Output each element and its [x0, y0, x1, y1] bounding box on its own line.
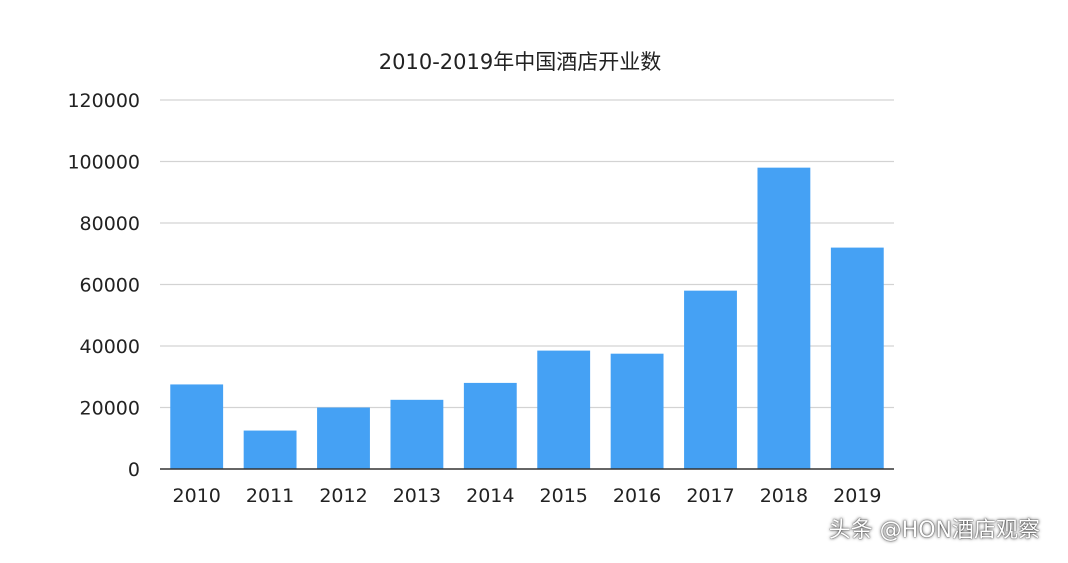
- x-tick-label: 2015: [540, 485, 588, 507]
- bars: [170, 167, 884, 469]
- bar-2015: [537, 350, 591, 469]
- bar-2013: [390, 399, 444, 469]
- y-tick-label: 20000: [80, 398, 140, 420]
- x-tick-label: 2011: [246, 485, 294, 507]
- x-axis-tick-labels: 2010 2011 2012 2013 2014 2015 2016 2017 2018 2019: [173, 485, 882, 507]
- y-tick-label: 0: [128, 459, 140, 481]
- y-tick-label: 80000: [80, 213, 140, 235]
- y-tick-label: 40000: [80, 336, 140, 358]
- x-tick-label: 2019: [833, 485, 881, 507]
- bar-2010: [170, 384, 224, 469]
- x-tick-label: 2013: [393, 485, 441, 507]
- bar-2017: [684, 290, 737, 469]
- x-tick-label: 2014: [466, 485, 514, 507]
- watermark: 头条 @HON酒店观察: [828, 518, 1040, 543]
- bar-2019: [830, 247, 884, 469]
- x-tick-label: 2016: [613, 485, 661, 507]
- x-tick-label: 2018: [760, 485, 808, 507]
- y-axis-tick-labels: 0 20000 40000 60000 80000 100000 120000: [67, 90, 140, 481]
- bar-2012: [317, 407, 370, 469]
- bar-2014: [463, 382, 517, 469]
- y-tick-label: 100000: [67, 152, 140, 174]
- bar-2011: [243, 430, 297, 469]
- y-tick-label: 60000: [80, 275, 140, 297]
- x-tick-label: 2012: [319, 485, 367, 507]
- x-tick-label: 2010: [173, 485, 221, 507]
- bar-2018: [757, 167, 811, 469]
- x-tick-label: 2017: [686, 485, 734, 507]
- y-tick-label: 120000: [67, 90, 140, 112]
- chart-title: 2010-2019年中国酒店开业数: [379, 50, 661, 74]
- bar-2016: [610, 353, 664, 469]
